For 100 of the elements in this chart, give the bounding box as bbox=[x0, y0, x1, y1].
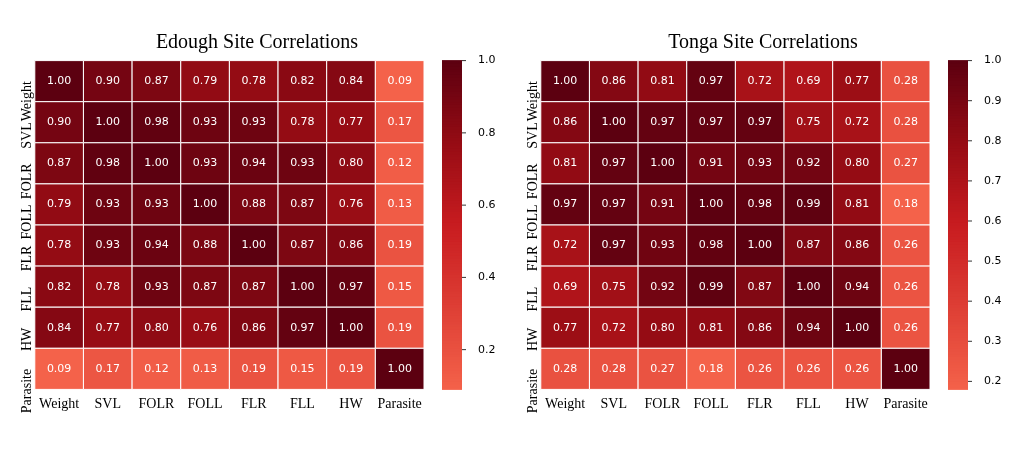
data-label: 0.98 bbox=[144, 115, 169, 129]
data-label: 0.28 bbox=[552, 361, 578, 375]
x-tick-label: FOLL bbox=[187, 396, 223, 412]
color-bar-label: 0.3 bbox=[984, 334, 1002, 348]
data-label: 0.98 bbox=[747, 197, 772, 211]
data-label: 0.77 bbox=[552, 320, 578, 334]
data-label: 0.12 bbox=[144, 361, 169, 375]
x-tick-label: Parasite bbox=[883, 396, 928, 412]
data-label: 0.97 bbox=[290, 320, 315, 334]
data-label: 0.77 bbox=[844, 74, 870, 88]
data-label: 0.92 bbox=[796, 156, 821, 170]
x-tick-label: FLR bbox=[746, 396, 774, 412]
data-label: 0.93 bbox=[290, 156, 315, 170]
data-label: 0.86 bbox=[338, 238, 364, 252]
color-bar-label: 0.9 bbox=[984, 93, 1002, 107]
x-tick-label: FOLR bbox=[644, 396, 681, 412]
data-label: 0.94 bbox=[241, 156, 266, 170]
data-label: 0.93 bbox=[192, 115, 218, 129]
data-label: 0.90 bbox=[46, 115, 72, 129]
color-bar-label: 0.4 bbox=[478, 270, 496, 284]
data-label: 0.86 bbox=[241, 320, 266, 334]
x-tick-label: FLL bbox=[795, 396, 821, 412]
data-label: 0.82 bbox=[46, 279, 72, 293]
data-label: 1.00 bbox=[650, 156, 675, 170]
data-label: 0.86 bbox=[601, 74, 627, 88]
data-label: 0.69 bbox=[796, 74, 821, 88]
data-label: 0.93 bbox=[241, 115, 266, 129]
data-label: 0.27 bbox=[650, 361, 675, 375]
chart-title: Edough Site Correlations bbox=[155, 29, 359, 53]
chart-title: Tonga Site Correlations bbox=[668, 29, 859, 53]
x-tick-label: FLL bbox=[289, 396, 315, 412]
data-label: 0.13 bbox=[192, 361, 218, 375]
data-label: 0.93 bbox=[144, 197, 169, 211]
data-label: 0.98 bbox=[698, 238, 724, 252]
data-label: 0.78 bbox=[241, 74, 266, 88]
data-label: 0.19 bbox=[338, 361, 364, 375]
data-label: 0.18 bbox=[893, 197, 918, 211]
data-label: 0.97 bbox=[698, 74, 724, 88]
data-label: 0.87 bbox=[46, 156, 72, 170]
y-tick-label: FOLL bbox=[525, 204, 541, 240]
data-label: 0.26 bbox=[893, 320, 918, 334]
data-label: 0.93 bbox=[95, 197, 121, 211]
data-label: 0.26 bbox=[747, 361, 772, 375]
data-label: 1.00 bbox=[192, 197, 218, 211]
data-label: 0.80 bbox=[338, 156, 364, 170]
data-label: 0.28 bbox=[601, 361, 627, 375]
data-label: 0.97 bbox=[650, 115, 675, 129]
data-label: 0.19 bbox=[387, 238, 412, 252]
data-label: 0.99 bbox=[698, 279, 724, 293]
data-label: 0.75 bbox=[796, 115, 821, 129]
data-label: 1.00 bbox=[387, 361, 412, 375]
data-label: 1.00 bbox=[144, 156, 169, 170]
data-label: 0.94 bbox=[144, 238, 169, 252]
data-label: 0.81 bbox=[844, 197, 870, 211]
y-tick-label: FLL bbox=[19, 286, 35, 312]
data-label: 0.98 bbox=[95, 156, 121, 170]
color-bar-label: 0.6 bbox=[478, 197, 496, 211]
y-tick-label: FOLL bbox=[19, 204, 35, 240]
data-label: 0.78 bbox=[95, 279, 121, 293]
data-label: 0.93 bbox=[747, 156, 772, 170]
data-label: 0.91 bbox=[698, 156, 724, 170]
data-label: 0.94 bbox=[844, 279, 870, 293]
data-label: 0.78 bbox=[46, 238, 72, 252]
y-tick-label: HW bbox=[525, 326, 541, 352]
data-label: 0.87 bbox=[144, 74, 169, 88]
data-label: 0.93 bbox=[95, 238, 121, 252]
y-tick-label: FLR bbox=[19, 244, 35, 272]
data-label: 0.82 bbox=[290, 74, 315, 88]
data-label: 0.86 bbox=[552, 115, 578, 129]
color-bar-label: 0.5 bbox=[984, 253, 1002, 267]
y-tick-label: Weight bbox=[525, 81, 541, 122]
data-label: 0.87 bbox=[796, 238, 821, 252]
y-tick-label: FOLR bbox=[525, 162, 541, 200]
data-label: 0.81 bbox=[552, 156, 578, 170]
data-label: 0.86 bbox=[844, 238, 870, 252]
data-label: 0.93 bbox=[192, 156, 218, 170]
data-label: 0.72 bbox=[552, 238, 578, 252]
x-tick-label: Parasite bbox=[377, 396, 422, 412]
data-label: 0.87 bbox=[241, 279, 266, 293]
data-label: 0.09 bbox=[46, 361, 72, 375]
x-tick-label: Weight bbox=[39, 396, 80, 412]
data-label: 0.80 bbox=[844, 156, 870, 170]
data-label: 0.78 bbox=[290, 115, 315, 129]
data-label: 0.84 bbox=[46, 320, 72, 334]
data-label: 0.72 bbox=[844, 115, 870, 129]
data-label: 0.80 bbox=[650, 320, 675, 334]
x-tick-label: FOLR bbox=[138, 396, 175, 412]
data-label: 0.17 bbox=[387, 115, 412, 129]
data-label: 0.86 bbox=[747, 320, 772, 334]
data-label: 0.91 bbox=[650, 197, 675, 211]
data-label: 0.97 bbox=[338, 279, 364, 293]
data-label: 1.00 bbox=[552, 74, 578, 88]
color-bar-label: 0.7 bbox=[984, 173, 1002, 187]
y-tick-label: HW bbox=[19, 326, 35, 352]
color-bar-label: 0.8 bbox=[984, 133, 1002, 147]
y-tick-label: FLR bbox=[525, 244, 541, 272]
y-tick-label: FOLR bbox=[19, 162, 35, 200]
data-label: 1.00 bbox=[747, 238, 772, 252]
data-label: 0.90 bbox=[95, 74, 121, 88]
color-bar-label: 0.6 bbox=[984, 213, 1002, 227]
